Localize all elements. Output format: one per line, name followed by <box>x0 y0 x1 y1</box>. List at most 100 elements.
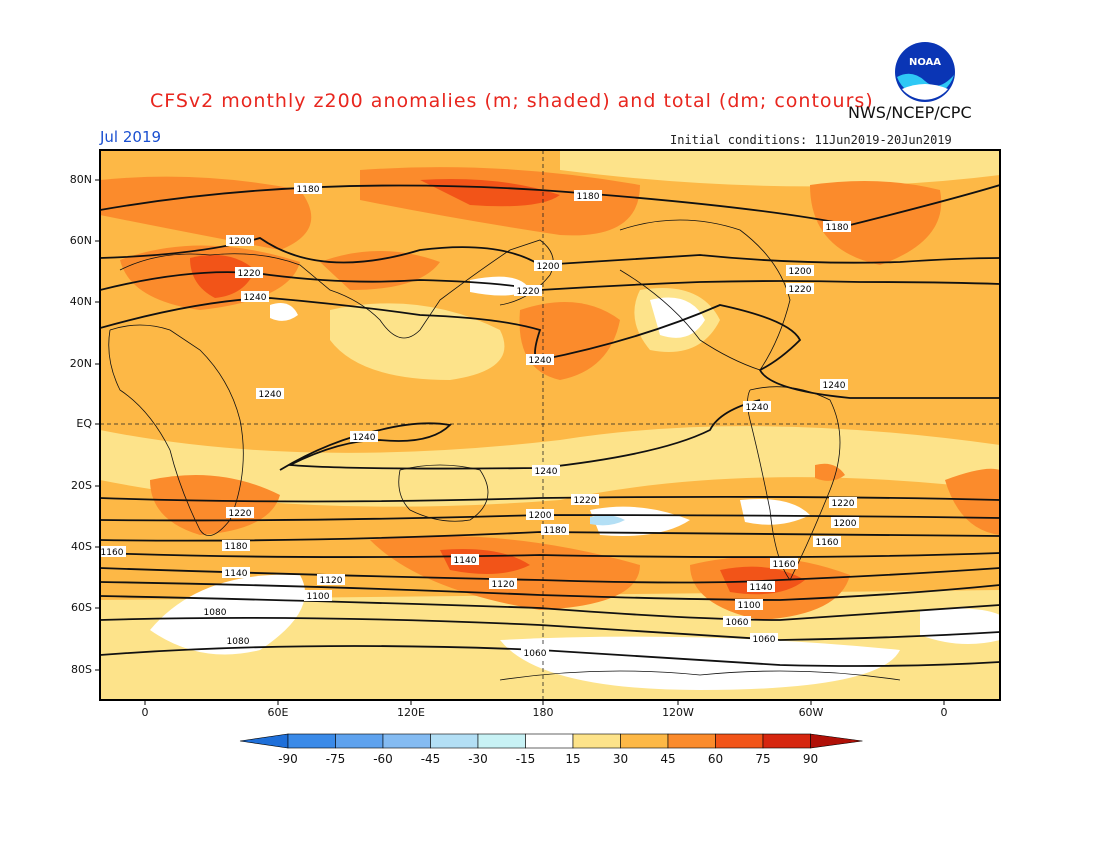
contour-label-box <box>304 590 332 601</box>
contour-label-text: 1160 <box>101 548 124 558</box>
contour-label-box <box>786 265 814 276</box>
contour-label-box <box>256 388 284 399</box>
contour-label: 1060 <box>723 616 751 628</box>
contour-label-text: 1240 <box>353 433 376 443</box>
shade-45-60-arctic-west <box>100 176 312 250</box>
contour-label-text: 1240 <box>746 403 769 413</box>
shade-45-60-north-atlantic <box>810 181 942 265</box>
contour-label: 1080 <box>224 635 252 647</box>
contour-label-box <box>723 616 751 627</box>
colorbar-max-arrow <box>810 733 863 749</box>
colorbar-swatch <box>287 733 336 749</box>
latitude-label: 80S <box>71 663 92 676</box>
contour-label: 1240 <box>241 291 269 303</box>
contour-label-text: 1080 <box>204 608 227 618</box>
contour-label-box <box>750 633 778 644</box>
shade-45-60-brazil <box>815 463 845 481</box>
contour-label: 1240 <box>743 401 771 413</box>
colorbar-label: 90 <box>802 752 819 766</box>
contour-label-box <box>514 285 542 296</box>
contour-label-text: 1220 <box>517 287 540 297</box>
contour-label-box <box>222 567 250 578</box>
colorbar-label: -30 <box>468 752 488 766</box>
colorbar-swatch <box>430 733 479 749</box>
contour-label-text: 1240 <box>535 467 558 477</box>
contour-label-text: 1220 <box>574 496 597 506</box>
latitude-label: 40N <box>69 295 92 308</box>
colorbar-swatch <box>572 733 621 749</box>
latitude-label: 60S <box>71 601 92 614</box>
contour-label-box <box>571 494 599 505</box>
shade-15-30-north <box>560 150 1000 187</box>
contour-label: 1200 <box>226 235 254 247</box>
contour-label: 1220 <box>571 494 599 506</box>
contour-labels: 1180 1180 1180 1200 1220 1240 1200 1220 1200 1220… <box>98 183 859 659</box>
coastline-africa <box>108 324 244 537</box>
map-frame <box>99 149 1001 701</box>
initial-conditions: Initial conditions: 11Jun2019-20Jun2019 <box>670 133 952 147</box>
contour-label: 1140 <box>747 581 775 593</box>
contour-1140 <box>100 567 1000 584</box>
contour-label-text: 1140 <box>750 583 773 593</box>
contour-label-text: 1200 <box>229 237 252 247</box>
shade-negative-south-pacific <box>590 515 625 526</box>
contour-label-box <box>224 635 252 646</box>
contour-1180 <box>100 184 1000 226</box>
contour-label-box <box>820 379 848 390</box>
contour-label-box <box>294 183 322 194</box>
colorbar-label: 45 <box>660 752 676 766</box>
latitude-label: 60N <box>69 234 92 247</box>
contour-label-text: 1220 <box>789 285 812 295</box>
contour-label-box <box>770 558 798 569</box>
contour-1220-south <box>100 495 1000 503</box>
contour-label-box <box>201 606 229 617</box>
contour-label-text: 1180 <box>225 542 248 552</box>
contour-label: 1220 <box>829 497 857 509</box>
contour-label: 1200 <box>831 517 859 529</box>
colorbar-swatch <box>477 733 526 749</box>
coastline-north-america <box>619 219 791 371</box>
contour-1240-north <box>100 297 1000 399</box>
contour-label: 1220 <box>514 285 542 297</box>
contour-label-box <box>241 291 269 302</box>
contour-1240-south <box>279 399 761 471</box>
colorbar-swatch <box>525 733 574 749</box>
contour-label-box <box>823 221 851 232</box>
colorbar-swatch <box>715 733 764 749</box>
contour-label: 1200 <box>534 260 562 272</box>
contour-label-text: 1140 <box>225 569 248 579</box>
shade-neutral-east <box>920 608 1000 644</box>
contour-label: 1060 <box>750 633 778 645</box>
contour-label: 1160 <box>98 546 126 558</box>
shade-neutral-europe <box>270 302 298 321</box>
contour-label-text: 1200 <box>789 267 812 277</box>
contour-label-text: 1060 <box>753 635 776 645</box>
contour-1160 <box>100 552 1000 558</box>
longitude-label: 0 <box>141 706 149 719</box>
contour-label-text: 1220 <box>832 499 855 509</box>
contour-label-text: 1220 <box>238 269 261 279</box>
contour-label-box <box>489 578 517 589</box>
contour-label-text: 1120 <box>492 580 515 590</box>
contour-label: 1160 <box>770 558 798 570</box>
longitude-label: 60E <box>267 706 289 719</box>
contour-label-box <box>813 536 841 547</box>
contour-label: 1180 <box>823 221 851 233</box>
colorbar-label: -90 <box>278 752 298 766</box>
valid-month: Jul 2019 <box>100 128 162 146</box>
contour-label-text: 1160 <box>773 560 796 570</box>
contour-label-text: 1080 <box>227 637 250 647</box>
logo-wave-white <box>902 84 948 100</box>
contour-label-text: 1220 <box>229 509 252 519</box>
contour-label: 1240 <box>532 465 560 477</box>
contour-label-text: 1180 <box>297 185 320 195</box>
contour-label-box <box>574 190 602 201</box>
contour-label: 1220 <box>226 507 254 519</box>
shade-45-60-south-pacific <box>370 535 640 610</box>
contour-label-box <box>526 509 554 520</box>
contour-label-box <box>226 235 254 246</box>
contour-label: 1060 <box>521 647 549 659</box>
latitude-label: 20N <box>69 357 92 370</box>
contour-label: 1240 <box>350 431 378 443</box>
